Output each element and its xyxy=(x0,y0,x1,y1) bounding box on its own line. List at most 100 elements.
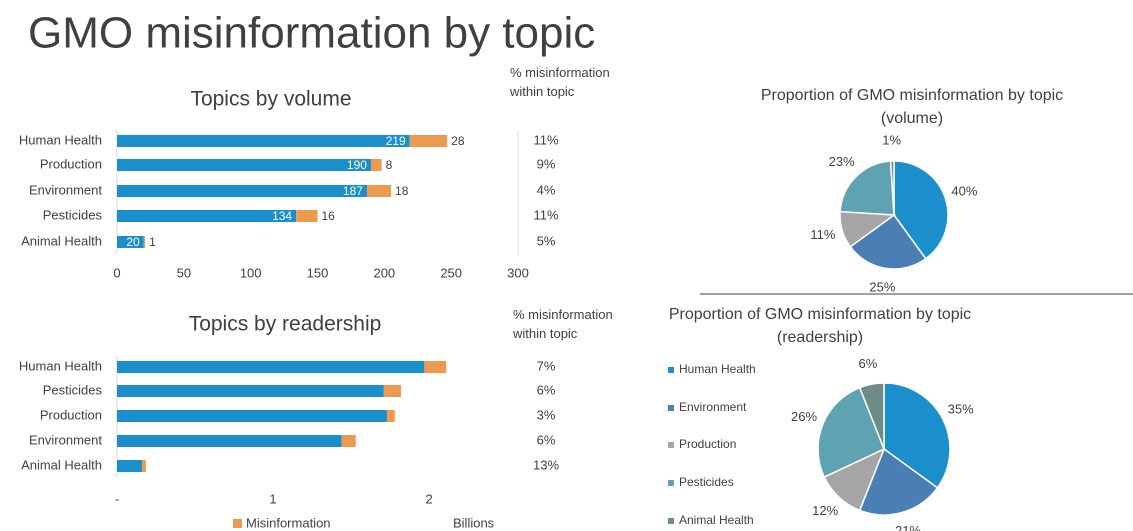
legend-swatch xyxy=(668,518,674,524)
bar-segment xyxy=(117,210,297,222)
bar-segment xyxy=(386,410,395,422)
data-label: 28 xyxy=(451,134,465,148)
x-tick-label: 250 xyxy=(440,265,462,280)
x-tick-label: 0 xyxy=(113,265,120,280)
category-label: Animal Health xyxy=(21,457,102,472)
pie-label: 26% xyxy=(791,409,817,424)
side-value: 7% xyxy=(537,358,556,373)
legend-swatch xyxy=(668,480,674,486)
x-tick-label: 50 xyxy=(177,265,191,280)
category-label: Production xyxy=(40,407,102,422)
side-value: 11% xyxy=(533,132,558,147)
category-label: Pesticides xyxy=(43,382,103,397)
pie-label: 1% xyxy=(882,132,901,147)
x-tick-label: - xyxy=(115,491,119,506)
side-value: 3% xyxy=(537,407,556,422)
pie-label: 6% xyxy=(858,356,877,371)
data-label: 190 xyxy=(347,158,367,172)
x-tick-label: 2 xyxy=(425,491,432,506)
data-label: 20 xyxy=(126,235,140,249)
data-label: 134 xyxy=(272,209,292,223)
bar-segment xyxy=(117,460,142,472)
side-value: 11% xyxy=(533,207,558,222)
pie-label: 35% xyxy=(948,401,974,416)
legend-swatch xyxy=(668,367,674,373)
legend-swatch xyxy=(668,405,674,411)
category-label: Environment xyxy=(29,182,102,197)
side-value: 6% xyxy=(537,432,556,447)
x-tick-label: 100 xyxy=(240,265,262,280)
bar-segment xyxy=(341,435,356,447)
category-label: Production xyxy=(40,156,102,171)
bar-segment xyxy=(117,135,410,147)
side-value: 13% xyxy=(533,457,559,472)
side-heading: % misinformation within topic xyxy=(510,65,610,99)
category-label: Human Health xyxy=(19,358,102,373)
legend-label: Misinformation xyxy=(246,515,331,530)
bar-segment xyxy=(383,385,401,397)
pie-label: 25% xyxy=(869,280,895,295)
x-tick-label: 300 xyxy=(507,265,529,280)
data-label: 18 xyxy=(395,184,409,198)
x-axis-label: Billions xyxy=(453,515,495,530)
bar-segment xyxy=(117,410,387,422)
legend-label: Human Health xyxy=(679,362,756,376)
side-value: 9% xyxy=(537,156,556,171)
legend-swatch xyxy=(233,519,242,528)
bar-segment xyxy=(409,135,448,147)
data-label: 1 xyxy=(149,235,156,249)
bar-segment xyxy=(117,385,384,397)
pie-slice xyxy=(893,160,949,260)
bar-segment xyxy=(117,185,367,197)
legend-label: Animal Health xyxy=(679,513,754,527)
bar-segment xyxy=(117,361,425,373)
data-label: 219 xyxy=(386,134,406,148)
category-label: Pesticides xyxy=(43,207,103,222)
data-label: 187 xyxy=(343,184,363,198)
pie-slice xyxy=(849,213,927,270)
legend-label: Pesticides xyxy=(679,475,734,489)
side-heading: % misinformation within topic xyxy=(513,307,613,341)
category-label: Animal Health xyxy=(21,233,102,248)
side-value: 5% xyxy=(537,233,556,248)
bar-segment xyxy=(117,236,144,248)
bar-segment xyxy=(143,236,146,248)
category-label: Environment xyxy=(29,432,102,447)
chart-title: Topics by volume xyxy=(190,88,351,111)
pie-label: 12% xyxy=(812,503,838,518)
pie-title: Proportion of GMO misinformation by topi… xyxy=(668,306,972,347)
category-label: Human Health xyxy=(19,132,102,147)
pie-label: 40% xyxy=(951,184,977,199)
bar-segment xyxy=(296,210,318,222)
chart-title: Topics by readership xyxy=(189,313,382,336)
bar-segment xyxy=(117,159,371,171)
x-tick-label: 200 xyxy=(373,265,395,280)
data-label: 8 xyxy=(386,158,393,172)
pie-slice xyxy=(858,382,885,450)
pie-title: Proportion of GMO misinformation by topi… xyxy=(760,87,1064,128)
side-value: 6% xyxy=(537,382,556,397)
x-tick-label: 1 xyxy=(269,491,276,506)
bar-segment xyxy=(117,435,342,447)
pie-slice xyxy=(889,160,895,216)
pie-slice xyxy=(839,160,895,216)
data-label: 16 xyxy=(322,209,336,223)
pie-slice xyxy=(883,382,951,489)
legend-label: Environment xyxy=(679,400,747,414)
pie-label: 23% xyxy=(829,154,855,169)
x-tick-label: 150 xyxy=(307,265,329,280)
pie-label: 21% xyxy=(895,523,921,531)
bar-segment xyxy=(370,159,382,171)
bar-segment xyxy=(141,460,146,472)
slide-title: GMO misinformation by topic xyxy=(28,9,595,58)
pie-slice xyxy=(817,386,885,479)
side-value: 4% xyxy=(537,182,556,197)
legend-swatch xyxy=(668,442,674,448)
legend-label: Production xyxy=(679,437,736,451)
pie-label: 11% xyxy=(810,227,835,242)
bar-segment xyxy=(424,361,447,373)
bar-segment xyxy=(366,185,392,197)
pie-slice xyxy=(858,447,939,516)
